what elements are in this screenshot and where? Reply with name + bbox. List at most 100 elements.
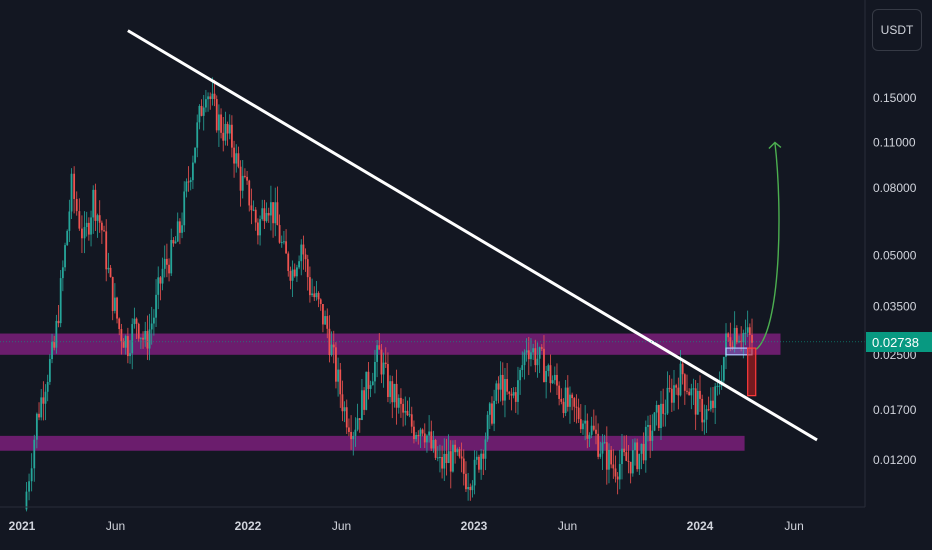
candle-body bbox=[465, 473, 467, 490]
candle-body bbox=[298, 261, 300, 268]
candle-body bbox=[725, 333, 727, 357]
candle-body bbox=[508, 391, 511, 394]
candle-body bbox=[70, 173, 73, 212]
candle-body bbox=[235, 153, 238, 164]
candle-body bbox=[42, 397, 45, 404]
candle-body bbox=[571, 394, 574, 399]
candle-body bbox=[673, 385, 675, 403]
candle-body bbox=[393, 383, 396, 403]
candle-body bbox=[445, 453, 448, 464]
candle-body bbox=[259, 219, 261, 236]
candle-body bbox=[365, 371, 368, 410]
candle-body bbox=[354, 429, 357, 436]
candle-body bbox=[172, 239, 175, 244]
retest-box bbox=[747, 347, 757, 397]
candle-body bbox=[118, 318, 121, 330]
candle-body bbox=[469, 486, 472, 491]
candle-body bbox=[434, 439, 437, 458]
candle-body bbox=[239, 166, 242, 191]
candle-body bbox=[408, 414, 411, 416]
candle-body bbox=[389, 381, 392, 398]
candle-body bbox=[289, 271, 292, 281]
candle-body bbox=[553, 374, 556, 381]
candle-body bbox=[506, 378, 509, 392]
candle-body bbox=[267, 212, 270, 216]
candle-body bbox=[391, 381, 394, 403]
candle-body bbox=[629, 461, 632, 474]
candle-body bbox=[642, 443, 645, 461]
candle-body bbox=[376, 345, 378, 362]
candle-body bbox=[139, 337, 142, 339]
currency-button[interactable]: USDT bbox=[872, 9, 922, 51]
candle-body bbox=[124, 336, 127, 348]
candle-body bbox=[703, 419, 706, 423]
candle-body bbox=[285, 241, 287, 254]
candle-body bbox=[313, 293, 316, 298]
candle-body bbox=[640, 443, 643, 454]
candle-body bbox=[647, 425, 649, 427]
candle-body bbox=[163, 258, 166, 269]
candle-body bbox=[330, 344, 333, 356]
candle-body bbox=[187, 181, 190, 183]
candle-body bbox=[417, 434, 420, 437]
candle-body bbox=[183, 191, 186, 226]
candle-body bbox=[742, 333, 745, 343]
candle-body bbox=[582, 423, 584, 430]
candle-body bbox=[265, 212, 268, 222]
candle-body bbox=[627, 460, 630, 462]
candle-body bbox=[311, 293, 313, 296]
candle-body bbox=[324, 316, 326, 325]
candle-body bbox=[178, 221, 181, 233]
candle-body bbox=[252, 209, 255, 211]
candle-body bbox=[217, 114, 220, 131]
candle-body bbox=[478, 456, 480, 470]
candle-body bbox=[523, 352, 526, 366]
candle-body bbox=[727, 333, 730, 338]
candle-body bbox=[85, 222, 88, 228]
candle-body bbox=[551, 380, 554, 384]
candle-body bbox=[432, 439, 435, 449]
candle-body bbox=[686, 390, 688, 392]
candle-body bbox=[655, 405, 658, 413]
candle-body bbox=[337, 369, 339, 382]
candle-body bbox=[150, 323, 153, 330]
price-axis[interactable]: 0.150000.110000.080000.050000.035000.025… bbox=[873, 91, 917, 467]
candle-body bbox=[751, 334, 753, 343]
candle-body bbox=[87, 222, 90, 235]
candle-body bbox=[332, 344, 335, 348]
price-tick-label: 0.11000 bbox=[873, 135, 916, 149]
candle-body bbox=[113, 297, 116, 311]
candle-body bbox=[181, 225, 183, 233]
candle-body bbox=[616, 476, 619, 480]
time-tick-label: Jun bbox=[558, 519, 577, 533]
projection-arrow bbox=[755, 142, 780, 350]
candle-body bbox=[83, 227, 86, 239]
zone-2 bbox=[0, 435, 745, 451]
candle-body bbox=[590, 425, 593, 435]
candle-body bbox=[521, 365, 524, 371]
candle-body bbox=[120, 329, 123, 341]
candle-body bbox=[306, 259, 309, 278]
candle-body bbox=[493, 400, 496, 424]
support-resistance-zones bbox=[0, 333, 781, 451]
candle-body bbox=[436, 457, 439, 459]
candle-body bbox=[287, 253, 290, 272]
candle-body bbox=[272, 202, 274, 224]
candle-body bbox=[651, 430, 654, 441]
candle-body bbox=[491, 403, 493, 424]
candle-body bbox=[397, 397, 400, 408]
candle-body bbox=[222, 132, 225, 141]
candle-body bbox=[146, 330, 149, 349]
candle-body bbox=[280, 241, 283, 243]
candle-body bbox=[584, 420, 587, 424]
time-tick-label: Jun bbox=[332, 519, 351, 533]
candle-body bbox=[40, 397, 43, 418]
candle-body bbox=[664, 413, 667, 415]
time-axis[interactable]: 2021 Jun 2022 Jun 2023 Jun 2024 Jun bbox=[9, 519, 804, 533]
candle-body bbox=[35, 413, 38, 440]
candle-body bbox=[213, 93, 216, 100]
candle-body bbox=[129, 353, 131, 357]
candle-body bbox=[566, 387, 569, 407]
candle-body bbox=[439, 456, 441, 458]
